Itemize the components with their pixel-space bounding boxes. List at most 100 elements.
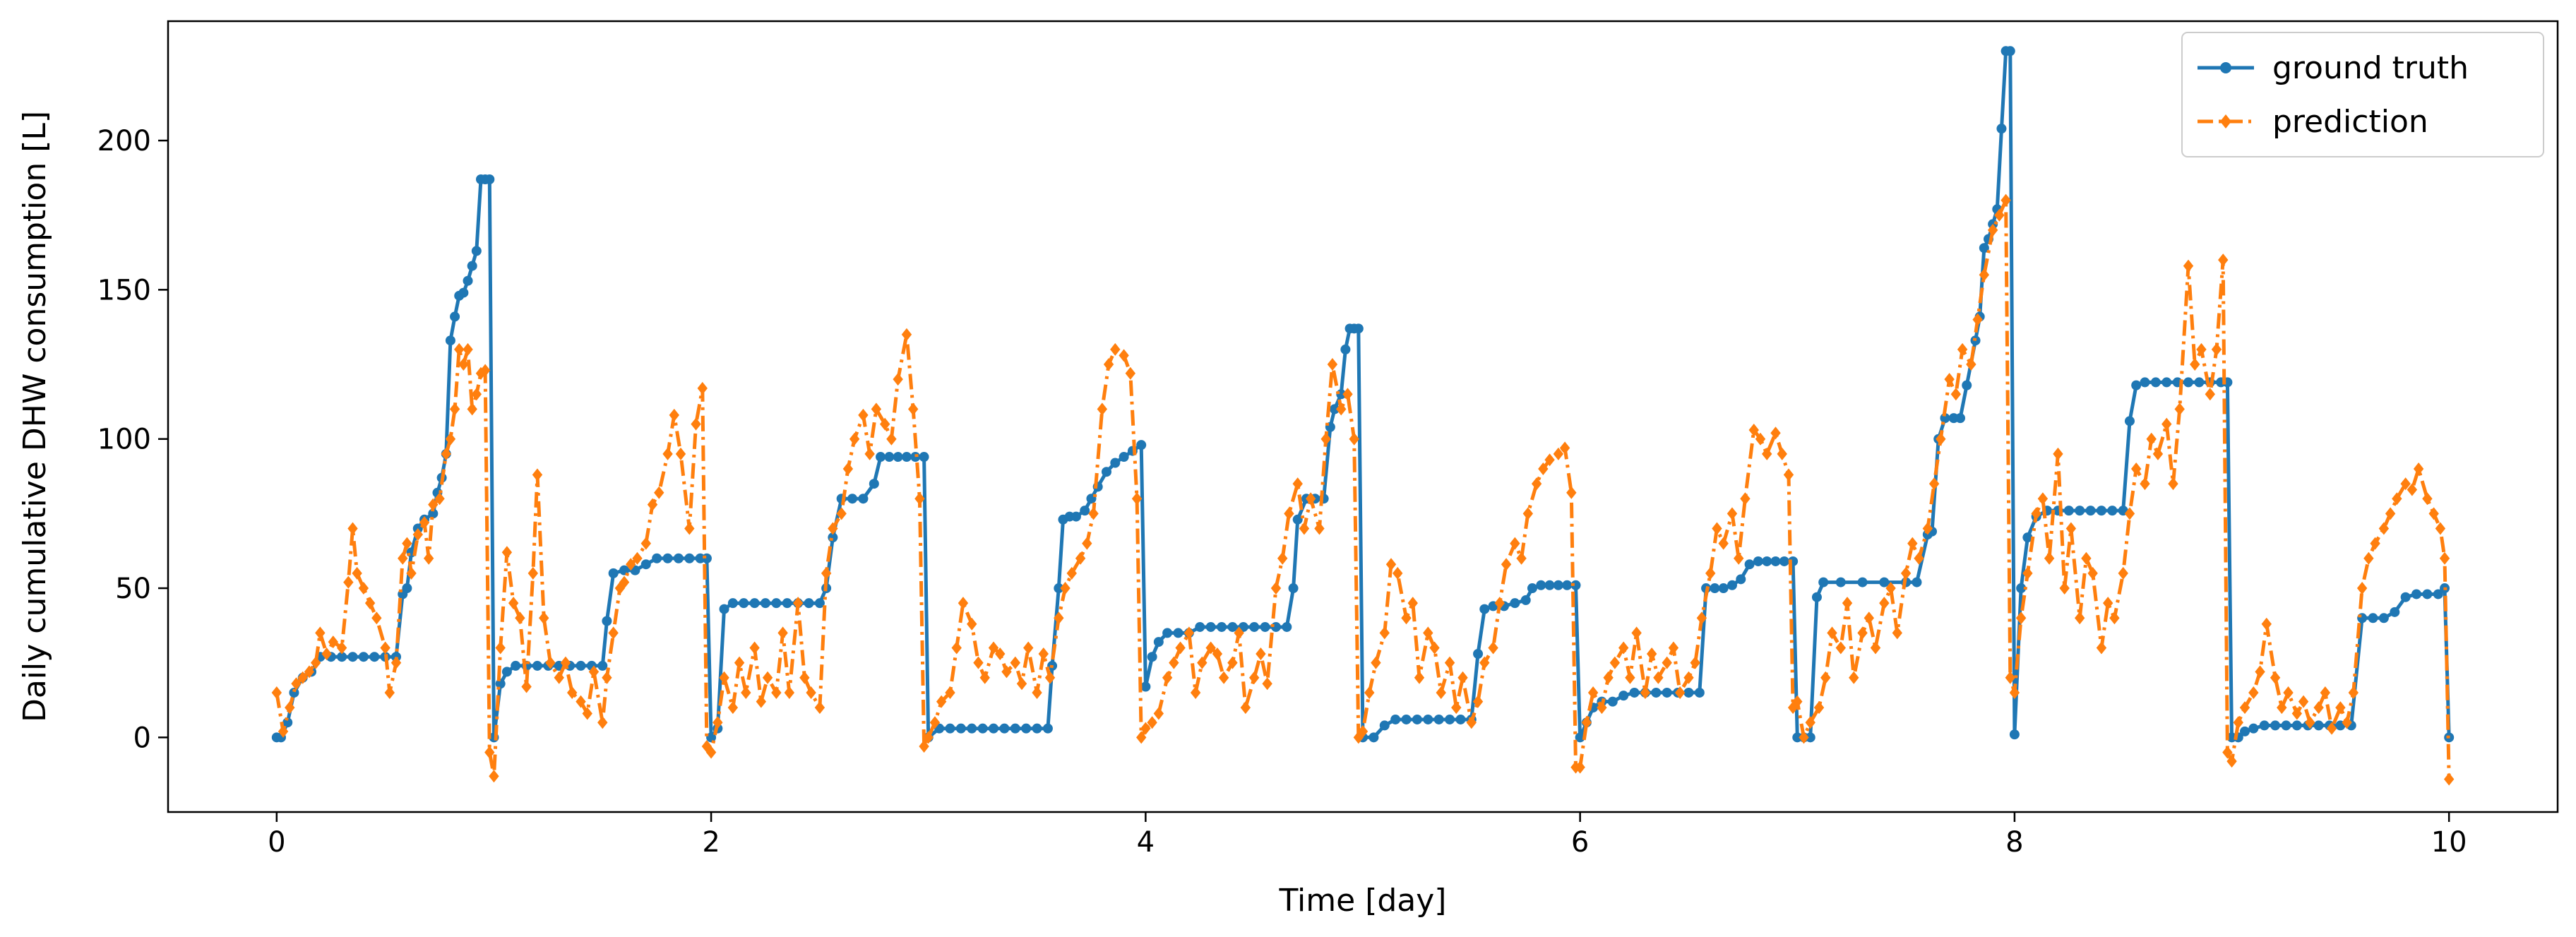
data-point	[2291, 720, 2302, 731]
data-point	[2218, 253, 2229, 267]
data-point	[1110, 342, 1121, 356]
data-point	[1740, 492, 1751, 506]
data-point	[467, 261, 477, 271]
data-point	[2422, 492, 2433, 506]
data-point	[1849, 671, 1859, 684]
data-point	[762, 671, 773, 684]
data-point	[2248, 723, 2259, 734]
data-point	[2261, 617, 2272, 631]
data-point	[458, 287, 469, 298]
data-point	[1770, 426, 1781, 440]
data-point	[756, 695, 767, 708]
data-point	[1683, 687, 1694, 698]
data-point	[1379, 626, 1390, 640]
data-point	[1694, 687, 1705, 698]
data-point	[614, 582, 626, 595]
data-point	[1479, 656, 1490, 669]
data-point	[828, 522, 838, 535]
data-point	[390, 656, 402, 669]
data-point	[761, 598, 770, 609]
data-point	[1393, 566, 1403, 580]
data-point	[1805, 716, 1815, 729]
data-point	[1023, 641, 1034, 655]
data-point	[1950, 388, 1962, 401]
data-point	[321, 647, 332, 660]
legend-label: ground truth	[2272, 50, 2469, 86]
data-point	[2005, 671, 2015, 684]
data-point	[1581, 716, 1592, 729]
data-point	[2348, 686, 2359, 699]
data-point	[2226, 755, 2237, 768]
data-point	[1401, 714, 1412, 724]
data-point	[291, 677, 302, 691]
data-point	[741, 686, 751, 699]
data-point	[545, 656, 556, 669]
data-point	[1364, 686, 1375, 699]
data-point	[1835, 641, 1846, 655]
data-point	[1379, 720, 1390, 731]
data-point	[1249, 621, 1260, 632]
data-point	[450, 311, 460, 322]
data-point	[1944, 373, 1955, 386]
data-point	[1510, 598, 1520, 609]
data-point	[304, 665, 315, 679]
data-point	[847, 494, 858, 504]
data-point	[371, 611, 382, 625]
data-point	[1813, 701, 1825, 715]
data-point	[806, 686, 816, 699]
data-point	[1510, 537, 1520, 550]
y-tick-label: 150	[97, 274, 151, 306]
data-point	[597, 716, 608, 729]
data-point	[1753, 556, 1763, 566]
data-point	[814, 701, 825, 715]
y-tick-label: 50	[115, 573, 151, 605]
data-point	[527, 566, 539, 580]
data-point	[914, 492, 925, 506]
data-point	[836, 507, 847, 520]
data-point	[1472, 695, 1484, 708]
data-point	[1412, 714, 1422, 724]
data-point	[1260, 621, 1270, 632]
data-point	[880, 417, 890, 431]
data-point	[1277, 551, 1288, 565]
data-point	[576, 660, 586, 671]
data-point	[384, 686, 395, 699]
data-point	[1054, 583, 1064, 594]
data-point	[406, 566, 417, 580]
data-point	[1136, 731, 1147, 744]
data-point	[1336, 402, 1347, 416]
data-point	[1488, 641, 1498, 655]
data-point	[1683, 671, 1694, 684]
data-point	[706, 732, 717, 743]
data-point	[1912, 577, 1922, 587]
data-point	[1544, 453, 1555, 467]
legend-label: prediction	[2272, 104, 2428, 140]
x-tick-label: 4	[1137, 826, 1155, 859]
data-point	[1066, 566, 1077, 580]
data-point	[2233, 716, 2243, 729]
series-layer	[271, 46, 2455, 786]
data-point	[554, 671, 564, 684]
data-point	[2102, 597, 2113, 610]
data-point	[1653, 671, 1664, 684]
data-point	[471, 388, 482, 401]
data-point	[2370, 537, 2380, 550]
data-point	[508, 597, 519, 610]
data-point	[1038, 647, 1049, 660]
data-point	[1270, 621, 1281, 632]
data-point	[1553, 580, 1563, 590]
data-point	[2022, 566, 2033, 580]
data-point	[289, 687, 299, 698]
data-point	[1075, 551, 1086, 565]
data-point	[608, 626, 619, 640]
data-point	[2390, 607, 2400, 617]
data-point	[434, 492, 445, 506]
data-point	[858, 494, 869, 504]
data-point	[1444, 656, 1455, 669]
data-point	[2433, 589, 2443, 599]
data-point	[1407, 597, 1418, 610]
data-point	[588, 665, 600, 679]
data-point	[1010, 723, 1020, 734]
data-point	[1625, 671, 1635, 684]
data-point	[2174, 402, 2185, 416]
